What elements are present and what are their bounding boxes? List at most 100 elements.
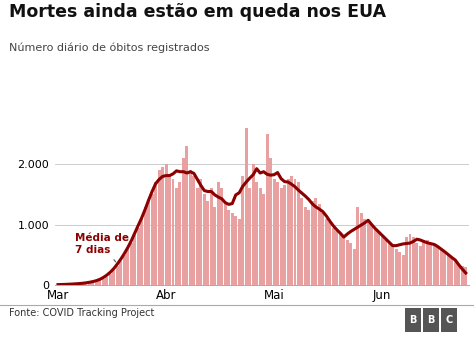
- Bar: [377, 231, 380, 285]
- Bar: [74, 284, 77, 285]
- Bar: [454, 261, 457, 285]
- Bar: [450, 258, 453, 285]
- Bar: [220, 188, 223, 285]
- Text: C: C: [446, 315, 453, 325]
- Bar: [287, 179, 290, 285]
- Bar: [419, 246, 422, 285]
- Bar: [311, 201, 314, 285]
- Bar: [433, 244, 436, 285]
- Bar: [332, 227, 335, 285]
- Bar: [318, 204, 321, 285]
- Bar: [416, 243, 419, 285]
- Bar: [206, 201, 210, 285]
- Bar: [304, 207, 307, 285]
- Bar: [98, 280, 101, 285]
- Bar: [259, 188, 262, 285]
- Bar: [175, 188, 178, 285]
- Bar: [123, 255, 126, 285]
- Bar: [276, 182, 279, 285]
- Text: Média de
7 dias: Média de 7 dias: [75, 233, 129, 262]
- Bar: [126, 247, 129, 285]
- Bar: [182, 158, 185, 285]
- Bar: [265, 134, 269, 285]
- Bar: [140, 219, 143, 285]
- Bar: [384, 240, 387, 285]
- Bar: [342, 237, 345, 285]
- Bar: [325, 219, 328, 285]
- Bar: [429, 243, 432, 285]
- Bar: [308, 210, 310, 285]
- Text: Número diário de óbitos registrados: Número diário de óbitos registrados: [9, 42, 210, 53]
- Bar: [164, 164, 167, 285]
- Bar: [172, 179, 174, 285]
- Bar: [262, 194, 265, 285]
- Bar: [231, 213, 234, 285]
- Bar: [213, 207, 216, 285]
- Bar: [388, 243, 391, 285]
- Bar: [224, 204, 227, 285]
- Bar: [405, 237, 408, 285]
- Bar: [367, 222, 370, 285]
- Bar: [112, 270, 115, 285]
- Bar: [461, 266, 464, 285]
- Bar: [412, 237, 415, 285]
- Bar: [409, 234, 411, 285]
- Bar: [238, 219, 241, 285]
- Bar: [426, 240, 429, 285]
- Bar: [91, 282, 94, 285]
- Text: Fonte: COVID Tracking Project: Fonte: COVID Tracking Project: [9, 308, 155, 318]
- Text: B: B: [428, 315, 435, 325]
- Bar: [102, 279, 105, 285]
- Bar: [84, 283, 87, 285]
- Bar: [95, 281, 98, 285]
- Bar: [290, 177, 293, 285]
- Bar: [185, 146, 189, 285]
- Bar: [283, 185, 286, 285]
- Bar: [422, 240, 426, 285]
- Bar: [168, 177, 171, 285]
- Bar: [360, 213, 363, 285]
- Bar: [370, 224, 373, 285]
- Bar: [151, 194, 154, 285]
- Bar: [457, 264, 460, 285]
- Bar: [157, 171, 161, 285]
- Bar: [119, 261, 122, 285]
- Bar: [363, 219, 366, 285]
- Bar: [339, 234, 342, 285]
- Bar: [280, 188, 283, 285]
- Bar: [255, 182, 258, 285]
- Bar: [356, 207, 359, 285]
- Bar: [293, 179, 296, 285]
- Bar: [401, 255, 404, 285]
- Bar: [67, 284, 70, 285]
- Bar: [196, 188, 199, 285]
- Bar: [189, 171, 192, 285]
- Bar: [447, 255, 450, 285]
- Bar: [105, 277, 108, 285]
- Bar: [321, 213, 324, 285]
- Bar: [154, 182, 157, 285]
- Bar: [269, 158, 272, 285]
- Bar: [301, 197, 303, 285]
- Bar: [192, 177, 195, 285]
- Bar: [210, 188, 213, 285]
- Bar: [234, 216, 237, 285]
- Text: B: B: [410, 315, 417, 325]
- Bar: [147, 201, 150, 285]
- Text: Mortes ainda estão em queda nos EUA: Mortes ainda estão em queda nos EUA: [9, 3, 387, 21]
- Bar: [88, 283, 91, 285]
- Bar: [71, 284, 73, 285]
- Bar: [297, 182, 300, 285]
- Bar: [346, 240, 349, 285]
- Bar: [130, 243, 133, 285]
- Bar: [335, 231, 338, 285]
- Bar: [314, 197, 318, 285]
- Bar: [394, 249, 398, 285]
- Bar: [391, 246, 394, 285]
- Bar: [398, 252, 401, 285]
- Bar: [349, 243, 352, 285]
- Bar: [353, 249, 356, 285]
- Bar: [217, 182, 220, 285]
- Bar: [81, 283, 84, 285]
- Bar: [443, 252, 447, 285]
